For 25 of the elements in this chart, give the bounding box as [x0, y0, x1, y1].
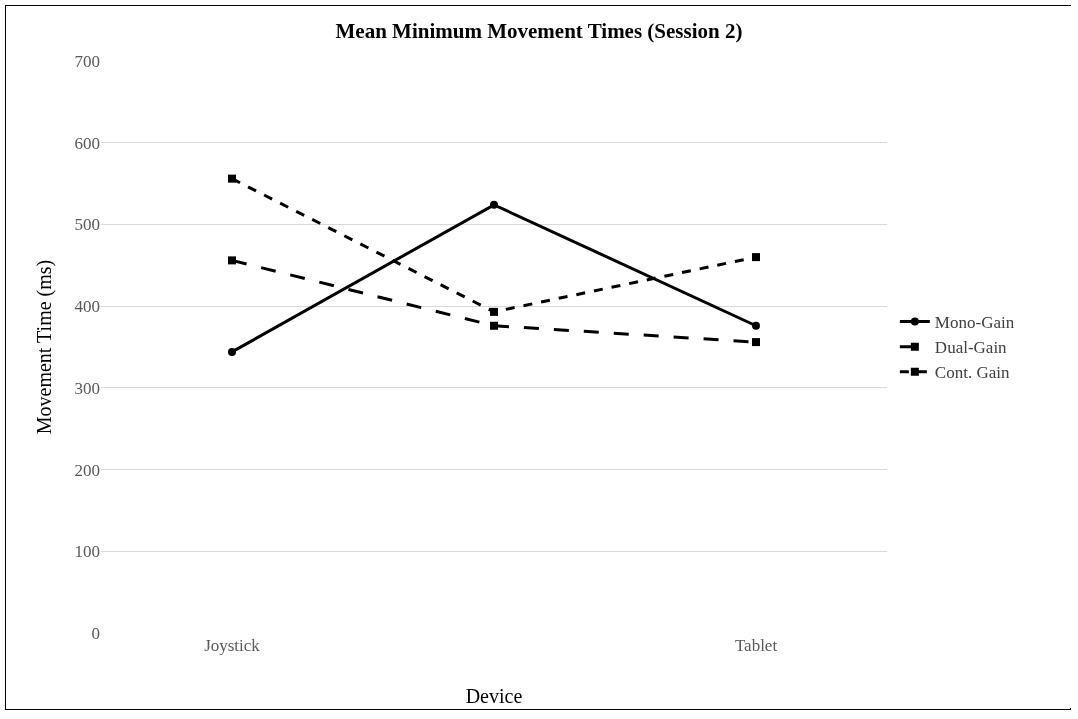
y-axis-title: Movement Time (ms) — [33, 259, 56, 435]
y-tick-label: 700 — [74, 51, 100, 71]
x-tick-label: Tablet — [734, 636, 778, 655]
point — [752, 321, 760, 330]
point — [752, 338, 760, 347]
chart-title: Mean Minimum Movement Times (Session 2) — [335, 19, 743, 44]
y-tick-label: 0 — [91, 623, 100, 643]
x-axis-title: Device — [465, 685, 523, 707]
legend-label: Cont. Gain — [934, 363, 1010, 383]
y-tick-label: 300 — [74, 378, 100, 398]
legend-label: Mono-Gain — [934, 313, 1015, 333]
point — [228, 174, 236, 183]
point — [228, 347, 236, 356]
point — [490, 307, 498, 316]
y-tick-label: 100 — [74, 542, 100, 562]
x-tick-label: Joystick — [204, 636, 261, 655]
point — [490, 321, 498, 330]
legend-label: Dual-Gain — [934, 338, 1008, 358]
point — [490, 200, 498, 209]
y-tick-label: 600 — [74, 133, 100, 153]
y-tick-label: 400 — [74, 297, 100, 317]
point — [228, 256, 236, 265]
point — [752, 253, 760, 262]
y-tick-label: 500 — [74, 215, 100, 235]
y-tick-label: 200 — [74, 460, 100, 480]
